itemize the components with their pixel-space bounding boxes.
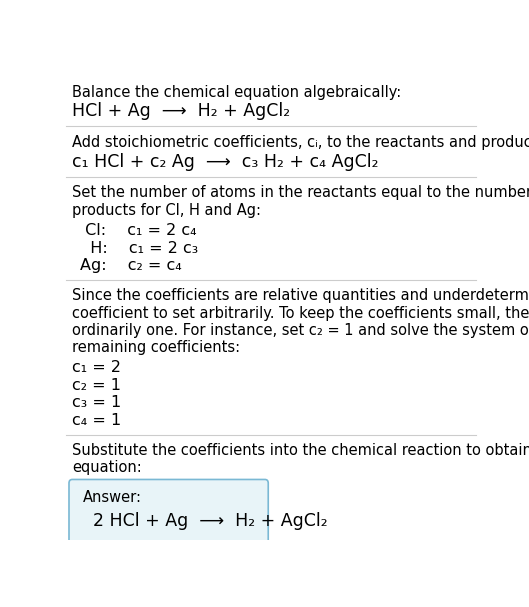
Text: products for Cl, H and Ag:: products for Cl, H and Ag: [72, 203, 261, 218]
FancyBboxPatch shape [69, 480, 268, 545]
Text: c₂ = 1: c₂ = 1 [72, 378, 121, 393]
Text: c₄ = 1: c₄ = 1 [72, 413, 122, 428]
Text: equation:: equation: [72, 460, 142, 475]
Text: Add stoichiometric coefficients, cᵢ, to the reactants and products:: Add stoichiometric coefficients, cᵢ, to … [72, 135, 529, 149]
Text: Substitute the coefficients into the chemical reaction to obtain the balanced: Substitute the coefficients into the che… [72, 443, 529, 458]
Text: remaining coefficients:: remaining coefficients: [72, 340, 240, 355]
Text: c₁ = 2: c₁ = 2 [72, 360, 121, 375]
Text: Balance the chemical equation algebraically:: Balance the chemical equation algebraica… [72, 84, 402, 100]
Text: c₃ = 1: c₃ = 1 [72, 395, 122, 410]
Text: Ag:  c₂ = c₄: Ag: c₂ = c₄ [80, 259, 182, 273]
Text: Answer:: Answer: [83, 490, 142, 505]
Text: H:  c₁ = 2 c₃: H: c₁ = 2 c₃ [80, 240, 199, 256]
Text: ordinarily one. For instance, set c₂ = 1 and solve the system of equations for t: ordinarily one. For instance, set c₂ = 1… [72, 323, 529, 338]
Text: 2 HCl + Ag  ⟶  H₂ + AgCl₂: 2 HCl + Ag ⟶ H₂ + AgCl₂ [93, 512, 327, 530]
Text: Since the coefficients are relative quantities and underdetermined, choose a: Since the coefficients are relative quan… [72, 288, 529, 304]
Text: Set the number of atoms in the reactants equal to the number of atoms in the: Set the number of atoms in the reactants… [72, 186, 529, 200]
Text: Cl:  c₁ = 2 c₄: Cl: c₁ = 2 c₄ [80, 223, 197, 238]
Text: coefficient to set arbitrarily. To keep the coefficients small, the arbitrary va: coefficient to set arbitrarily. To keep … [72, 305, 529, 320]
Text: c₁ HCl + c₂ Ag  ⟶  c₃ H₂ + c₄ AgCl₂: c₁ HCl + c₂ Ag ⟶ c₃ H₂ + c₄ AgCl₂ [72, 153, 379, 171]
Text: HCl + Ag  ⟶  H₂ + AgCl₂: HCl + Ag ⟶ H₂ + AgCl₂ [72, 102, 290, 120]
